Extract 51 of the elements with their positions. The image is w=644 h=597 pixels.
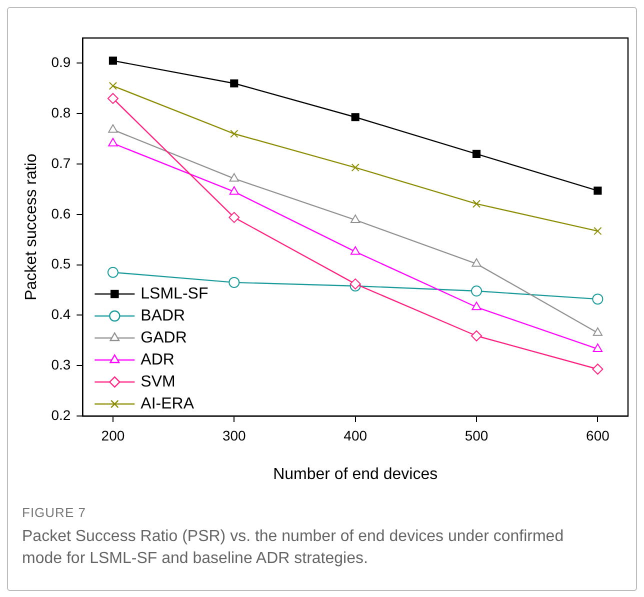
legend-label: SVM [140,373,176,390]
point [594,226,602,236]
x-tick-label: 200 [101,427,125,444]
y-axis-title: Packet success ratio [23,154,40,300]
point [592,364,604,375]
y-tick-label: 0.5 [51,256,71,272]
y-tick-label: 0.8 [51,104,71,120]
point [471,330,482,342]
point [350,246,360,255]
point [471,286,482,297]
legend-label: AI-ERA [140,395,194,412]
legend-label: BADR [140,307,186,324]
point [594,186,602,195]
y-tick-label: 0.6 [51,205,71,222]
point [592,327,603,336]
x-tick-label: 500 [464,427,488,444]
point [230,79,238,88]
point [351,163,360,172]
y-tick-label: 0.7 [51,154,71,171]
x-tick-label: 600 [586,427,610,444]
point [472,150,481,158]
point [107,266,118,278]
y-tick-label: 0.2 [51,406,71,423]
point [107,92,118,104]
point [592,343,603,352]
y-tick-label: 0.4 [51,306,71,322]
text: Packet Success Ratio (PSR) vs. the number of end devices under confirmed mode for LSML-SF and baseline ADR strategies. [22,527,565,569]
legend-label: ADR [140,351,174,368]
x-axis-title: Number of end devices [273,466,438,483]
point [351,113,360,122]
point [592,294,604,305]
y-tick-label: 0.3 [51,356,71,372]
point [472,258,482,267]
x-tick-label: 300 [222,427,246,444]
point [472,200,481,208]
point [229,186,239,195]
point [472,302,482,310]
point [108,56,117,65]
point [229,173,239,182]
x-tick-label: 400 [344,427,368,444]
point [108,138,118,146]
legend-label: GADR [140,329,187,346]
caption: FIGURE 7 [22,505,86,520]
point [108,124,118,133]
point [228,276,240,288]
point [228,212,240,223]
legend-label: LSML-SF [140,285,208,302]
point [230,130,238,138]
point [108,82,117,90]
y-tick-label: 0.9 [51,54,71,70]
point [350,214,360,223]
